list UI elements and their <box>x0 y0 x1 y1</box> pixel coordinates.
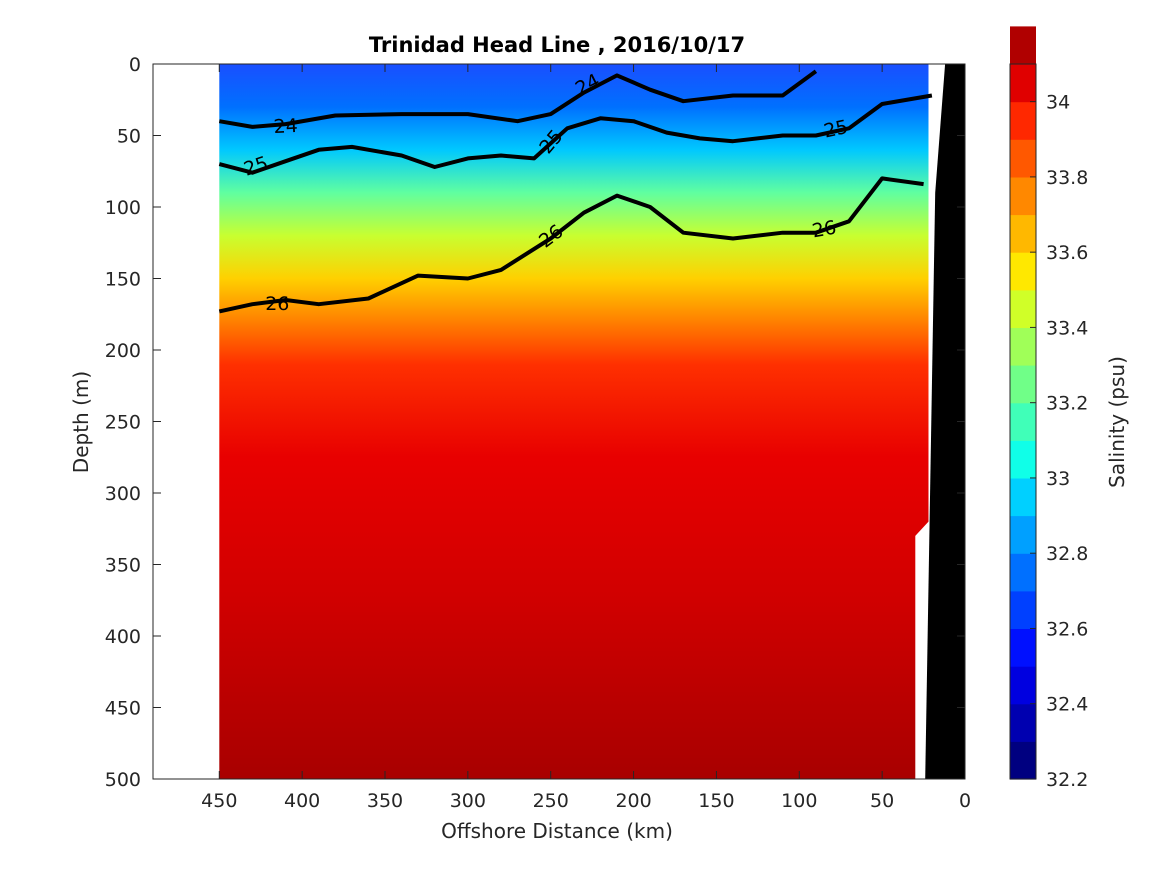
x-tick-label: 250 <box>533 790 569 812</box>
x-axis: 450 400 350 300 250 200 150 100 50 0 <box>201 64 971 812</box>
colorbar-tick-label: 33 <box>1046 468 1070 490</box>
x-tick-label: 200 <box>615 790 651 812</box>
colorbar-swatch <box>1010 590 1036 629</box>
y-tick-label: 250 <box>105 412 141 434</box>
y-tick-label: 350 <box>105 555 141 577</box>
colorbar-swatch <box>1010 214 1036 253</box>
colorbar-frame <box>1009 63 1037 780</box>
y-axis: 0 50 100 150 200 250 300 350 400 450 500 <box>105 54 965 791</box>
colorbar-tick-label: 34 <box>1046 92 1070 114</box>
colorbar-tick-label: 32.4 <box>1046 694 1088 716</box>
contour-label-text: 26 <box>265 293 289 315</box>
colorbar-ticks: 32.2 32.4 32.6 32.8 33 33.2 33.4 33.6 33.8 34 <box>1030 92 1088 791</box>
contour-label: 26 <box>810 217 838 243</box>
colorbar-swatch <box>1010 440 1036 479</box>
density-contours <box>218 69 933 314</box>
density-contour-25 <box>218 93 933 175</box>
contour-label: 26 <box>265 293 289 315</box>
x-tick-label: 350 <box>367 790 403 812</box>
colorbar-swatch <box>1010 289 1036 328</box>
contour-label: 25 <box>822 116 850 143</box>
y-tick-label: 150 <box>105 269 141 291</box>
colorbar-tick-label: 32.2 <box>1046 769 1088 791</box>
contour-label-text: 24 <box>273 115 298 138</box>
x-tick-label: 0 <box>959 790 971 812</box>
salinity-field <box>219 64 929 779</box>
contour-label: 24 <box>273 115 298 138</box>
colorbar-swatch <box>1010 64 1036 103</box>
colorbar-swatch <box>1010 402 1036 441</box>
colorbar-tick-label: 33.2 <box>1046 393 1088 415</box>
colorbar: 32.2 32.4 32.6 32.8 33 33.2 33.4 33.6 33.8 34 Sal… <box>1009 26 1129 791</box>
contour-label-text: 26 <box>810 217 838 243</box>
y-tick-label: 500 <box>105 769 141 791</box>
colorbar-tick-label: 32.8 <box>1046 543 1088 565</box>
colorbar-tick-label: 32.6 <box>1046 618 1088 640</box>
colorbar-swatch <box>1010 477 1036 517</box>
colorbar-swatch <box>1010 703 1036 742</box>
colorbar-swatch <box>1010 327 1036 366</box>
salinity-fill <box>219 64 929 779</box>
colorbar-tick-label: 33.6 <box>1046 242 1088 264</box>
colorbar-swatch <box>1010 252 1036 291</box>
seafloor-mask <box>925 64 965 779</box>
x-tick-label: 300 <box>450 790 486 812</box>
y-axis-label: Depth (m) <box>69 371 93 473</box>
y-tick-label: 50 <box>117 126 141 148</box>
colorbar-swatch <box>1010 26 1036 65</box>
chart-title: Trinidad Head Line , 2016/10/17 <box>369 33 745 57</box>
colorbar-swatch <box>1010 553 1036 592</box>
colorbar-tick-label: 33.4 <box>1046 317 1088 339</box>
colorbar-swatch <box>1010 176 1036 216</box>
colorbar-tick-label: 33.8 <box>1046 167 1088 189</box>
y-tick-label: 100 <box>105 197 141 219</box>
y-tick-label: 400 <box>105 626 141 648</box>
y-tick-label: 0 <box>129 54 141 76</box>
x-tick-label: 100 <box>781 790 817 812</box>
colorbar-swatch <box>1010 741 1036 780</box>
density-contour-26 <box>218 176 924 314</box>
colorbar-swatch <box>1010 101 1036 140</box>
y-tick-label: 450 <box>105 698 141 720</box>
y-tick-label: 300 <box>105 483 141 505</box>
colorbar-swatch <box>1010 628 1036 667</box>
x-tick-label: 50 <box>870 790 894 812</box>
colorbar-label: Salinity (psu) <box>1105 356 1129 488</box>
density-contour-24 <box>218 69 818 129</box>
x-tick-label: 450 <box>201 790 237 812</box>
colorbar-swatches <box>1010 26 1036 780</box>
x-tick-label: 400 <box>284 790 320 812</box>
colorbar-swatch <box>1010 365 1036 404</box>
contour-label-text: 25 <box>822 116 850 143</box>
y-tick-label: 200 <box>105 340 141 362</box>
x-tick-label: 150 <box>698 790 734 812</box>
colorbar-swatch <box>1010 139 1036 178</box>
x-axis-label: Offshore Distance (km) <box>441 819 673 843</box>
colorbar-swatch <box>1010 515 1036 554</box>
colorbar-swatch <box>1010 666 1036 705</box>
